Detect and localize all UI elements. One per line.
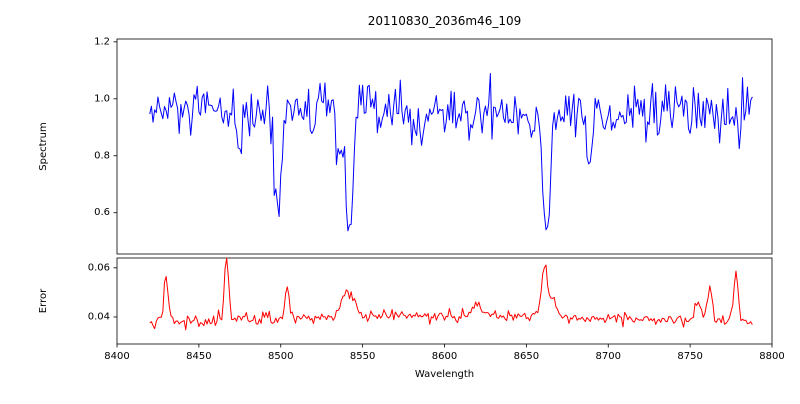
error-axes: 0.04 0.06 8400 8450 8500 8550 8600 8650 8700 8750… xyxy=(88,257,785,362)
axes-spine xyxy=(116,38,773,255)
spectrum-line xyxy=(149,73,753,232)
y-tick-label: 0.6 xyxy=(94,207,110,218)
x-tick-label: 8550 xyxy=(350,351,375,362)
y-tick-label: 0.04 xyxy=(88,311,110,322)
y-tick-label: 0.8 xyxy=(94,150,110,161)
x-tick-label: 8450 xyxy=(186,351,211,362)
x-tick-label: 8650 xyxy=(514,351,539,362)
spectrum-y-axis-label: Spectrum xyxy=(38,122,49,170)
y-tick-label: 0.06 xyxy=(88,262,110,273)
error-y-axis-label: Error xyxy=(38,288,49,313)
plot-title: 20110830_2036m46_109 xyxy=(368,14,521,28)
axes-spine xyxy=(116,257,773,345)
x-tick-label: 8750 xyxy=(677,351,702,362)
y-tick-label: 1.0 xyxy=(94,93,110,104)
x-tick-label: 8700 xyxy=(596,351,621,362)
spectrum-axes: 0.6 0.8 1.0 1.2 xyxy=(94,36,773,255)
x-tick-label: 8400 xyxy=(104,351,129,362)
x-tick-label: 8800 xyxy=(759,351,784,362)
error-line xyxy=(149,257,753,331)
x-axis-label: Wavelength xyxy=(415,369,474,380)
error-series xyxy=(149,257,753,331)
x-tick-label: 8600 xyxy=(432,351,457,362)
spectrum-series xyxy=(149,73,753,232)
x-tick-label: 8500 xyxy=(268,351,293,362)
y-tick-label: 1.2 xyxy=(94,36,110,47)
